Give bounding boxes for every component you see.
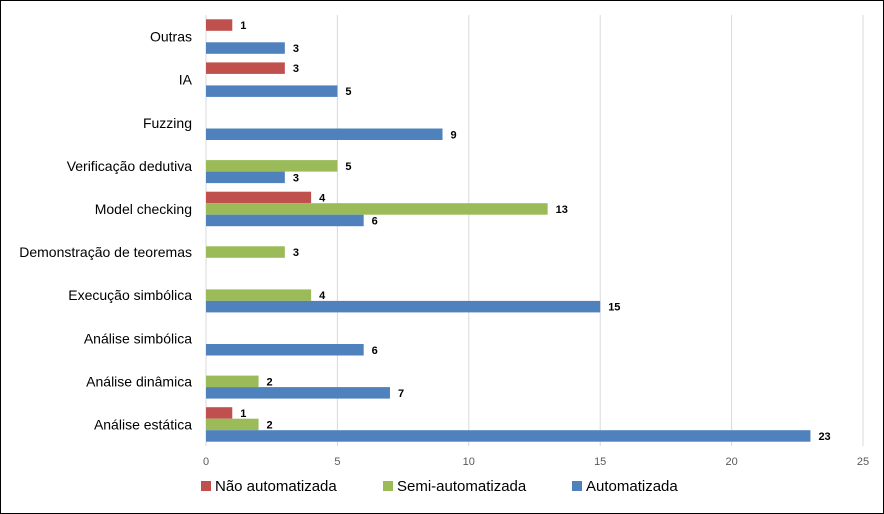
bar-semi-automatizada — [206, 246, 285, 258]
legend-swatch — [201, 481, 211, 491]
bar-automatizada — [206, 387, 390, 399]
data-label: 6 — [372, 215, 378, 227]
x-tick-label: 25 — [857, 456, 869, 468]
data-label: 5 — [345, 86, 351, 98]
bar-semi-automatizada — [206, 375, 259, 388]
data-label: 9 — [451, 129, 457, 141]
category-label: Análise simbólica — [84, 330, 192, 346]
data-label: 2 — [267, 419, 273, 431]
category-label: IA — [179, 72, 193, 88]
bar-automatizada — [206, 42, 285, 54]
bar-automatizada — [206, 430, 811, 442]
category-label: Demonstração de teoremas — [19, 244, 192, 260]
data-label: 23 — [818, 431, 830, 443]
x-axis-ticks: 0 5 10 15 20 25 — [203, 456, 869, 468]
legend-swatch — [572, 481, 582, 491]
data-label: 4 — [319, 290, 326, 302]
category-label: Verificação dedutiva — [67, 158, 193, 174]
bar-automatizada — [206, 344, 364, 356]
x-tick-label: 0 — [203, 456, 209, 468]
category-label: Model checking — [95, 201, 192, 217]
data-label: 6 — [372, 345, 378, 357]
legend-entry: Automatizada — [586, 478, 678, 495]
data-label: 3 — [293, 43, 299, 55]
bar-semi-automatizada — [206, 289, 312, 301]
bar-n-o-automatizada — [206, 407, 233, 419]
x-tick-label: 5 — [334, 456, 340, 468]
bars — [206, 19, 811, 442]
legend: Não automatizada Semi-automatizada Automat… — [201, 478, 678, 495]
data-label: 2 — [267, 376, 273, 388]
data-label: 13 — [556, 204, 568, 216]
bar-automatizada — [206, 128, 443, 140]
bar-n-o-automatizada — [206, 62, 285, 74]
data-label: 5 — [345, 161, 351, 173]
x-tick-label: 10 — [463, 456, 475, 468]
bar-automatizada — [206, 300, 601, 313]
bar-automatizada — [206, 85, 338, 97]
bar-automatizada — [206, 214, 364, 227]
bar-automatizada — [206, 171, 285, 184]
legend-swatch — [383, 481, 393, 491]
category-label: Fuzzing — [143, 115, 192, 131]
data-label: 1 — [240, 408, 246, 420]
data-label: 3 — [293, 247, 299, 259]
data-label: 3 — [293, 63, 299, 75]
x-tick-label: 15 — [594, 456, 606, 468]
data-label: 1 — [240, 20, 246, 32]
category-label: Outras — [150, 29, 192, 45]
bar-semi-automatizada — [206, 160, 338, 172]
category-label: Análise estática — [94, 416, 192, 432]
category-label: Execução simbólica — [68, 287, 192, 303]
data-label: 7 — [398, 388, 404, 400]
data-label: 3 — [293, 172, 299, 184]
category-labels: Outras IA Fuzzing Verificação dedutiva Model… — [19, 29, 192, 433]
gridlines — [205, 15, 864, 446]
x-tick-label: 20 — [725, 456, 737, 468]
data-label: 4 — [319, 192, 326, 204]
legend-entry: Semi-automatizada — [397, 478, 527, 495]
legend-entry: Não automatizada — [215, 478, 337, 495]
bar-semi-automatizada — [206, 418, 259, 431]
data-label: 15 — [608, 302, 620, 314]
bar-n-o-automatizada — [206, 19, 233, 31]
category-label: Análise dinâmica — [86, 373, 192, 389]
bar-n-o-automatizada — [206, 191, 312, 204]
bar-semi-automatizada — [206, 203, 548, 215]
